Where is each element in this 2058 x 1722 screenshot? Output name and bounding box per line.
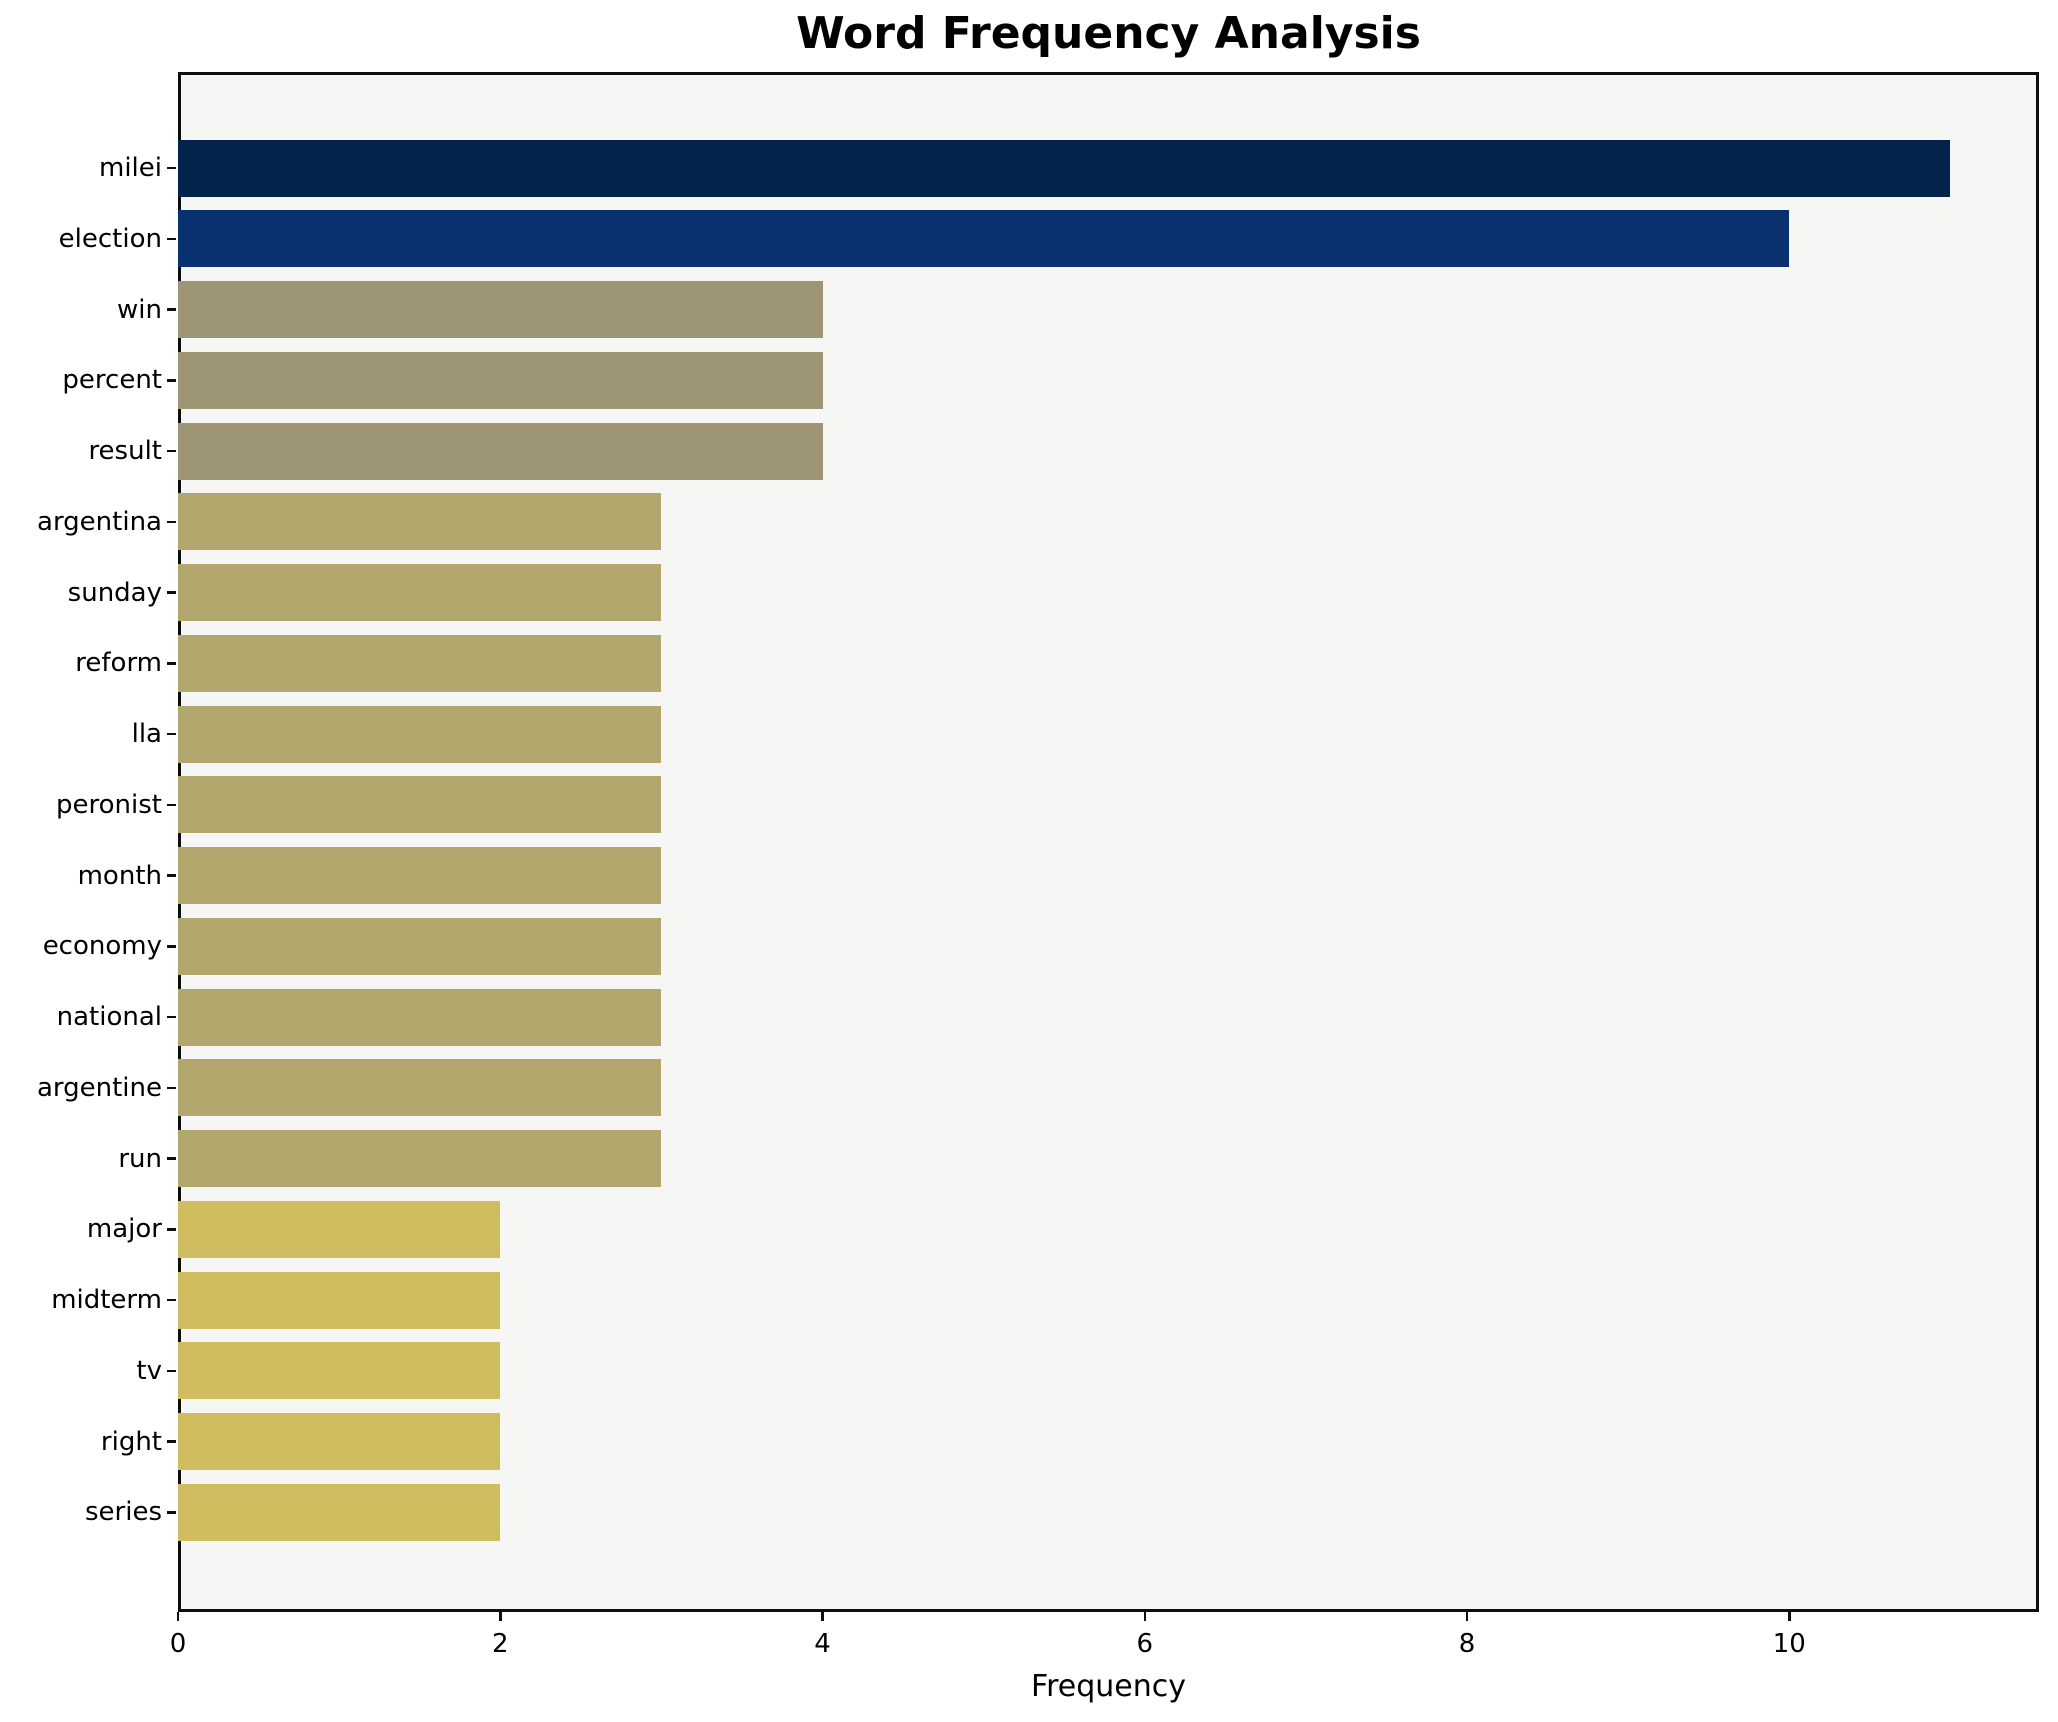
y-tick-mark: [167, 874, 176, 877]
y-tick-label-peronist: peronist: [56, 789, 162, 820]
x-tick-mark: [176, 1612, 180, 1621]
x-tick-mark: [1143, 1612, 1146, 1621]
y-tick-label-economy: economy: [42, 931, 162, 962]
bar-right: [178, 1413, 501, 1470]
y-tick-mark: [167, 945, 176, 948]
y-tick-mark: [167, 449, 176, 453]
bar-midterm: [178, 1271, 501, 1329]
x-tick-label-0: 0: [169, 1629, 187, 1659]
y-tick-label-right: right: [100, 1426, 162, 1457]
y-tick-label-sunday: sunday: [67, 577, 162, 608]
bar-month: [178, 847, 662, 904]
y-tick-mark: [167, 732, 176, 736]
y-tick-label-run: run: [118, 1143, 162, 1174]
y-tick-mark: [167, 662, 176, 665]
x-tick-label-2: 2: [491, 1629, 509, 1659]
x-tick-mark: [821, 1612, 824, 1621]
bar-major: [178, 1200, 501, 1258]
y-tick-mark: [167, 1298, 176, 1302]
y-tick-mark: [167, 1440, 176, 1443]
y-tick-label-reform: reform: [75, 648, 162, 679]
x-tick-label-4: 4: [814, 1629, 831, 1659]
x-axis-label: Frequency: [1031, 1669, 1186, 1704]
y-tick-label-milei: milei: [99, 153, 162, 183]
y-tick-mark: [167, 1157, 176, 1160]
bar-economy: [178, 917, 662, 975]
y-tick-mark: [167, 520, 176, 523]
bar-win: [178, 281, 823, 338]
x-tick-mark: [1465, 1612, 1469, 1621]
bar-milei: [178, 139, 1951, 197]
bar-election: [178, 210, 1790, 268]
x-tick-mark: [499, 1612, 502, 1621]
y-tick-mark: [167, 591, 176, 594]
x-tick-label-10: 10: [1772, 1629, 1806, 1659]
y-tick-label-major: major: [86, 1214, 162, 1245]
bar-peronist: [178, 776, 662, 834]
bar-reform: [178, 634, 662, 692]
bar-run: [178, 1130, 662, 1187]
y-tick-label-argentine: argentine: [36, 1072, 162, 1103]
bar-percent: [178, 351, 823, 409]
y-tick-label-election: election: [58, 223, 162, 254]
x-tick-label-8: 8: [1458, 1629, 1476, 1659]
y-tick-mark: [167, 1511, 176, 1514]
y-tick-label-argentina: argentina: [37, 506, 162, 537]
bar-argentine: [178, 1059, 662, 1117]
y-tick-mark: [167, 1015, 176, 1019]
bar-result: [178, 422, 823, 480]
bar-series: [178, 1483, 501, 1541]
y-tick-mark: [167, 166, 176, 170]
x-tick-label-6: 6: [1136, 1629, 1154, 1659]
y-tick-mark: [167, 379, 176, 382]
y-tick-label-percent: percent: [62, 365, 162, 396]
y-tick-mark: [167, 237, 176, 240]
y-tick-label-win: win: [117, 294, 162, 325]
y-tick-mark: [167, 1228, 176, 1231]
y-tick-label-month: month: [77, 860, 162, 891]
y-tick-mark: [167, 1086, 176, 1089]
y-tick-mark: [167, 1369, 176, 1372]
y-tick-mark: [167, 803, 176, 806]
bar-sunday: [178, 564, 662, 621]
bar-tv: [178, 1342, 501, 1400]
x-tick-mark: [1788, 1612, 1791, 1621]
y-tick-label-series: series: [85, 1497, 162, 1528]
bar-national: [178, 988, 662, 1046]
y-tick-label-tv: tv: [136, 1355, 162, 1386]
chart-title: Word Frequency Analysis: [796, 8, 1421, 59]
y-tick-label-lla: lla: [131, 719, 162, 749]
bar-argentina: [178, 493, 662, 551]
y-tick-label-national: national: [56, 1002, 162, 1032]
y-tick-label-midterm: midterm: [51, 1285, 162, 1315]
y-tick-label-result: result: [88, 436, 162, 466]
bar-lla: [178, 705, 662, 763]
y-tick-mark: [167, 308, 176, 311]
